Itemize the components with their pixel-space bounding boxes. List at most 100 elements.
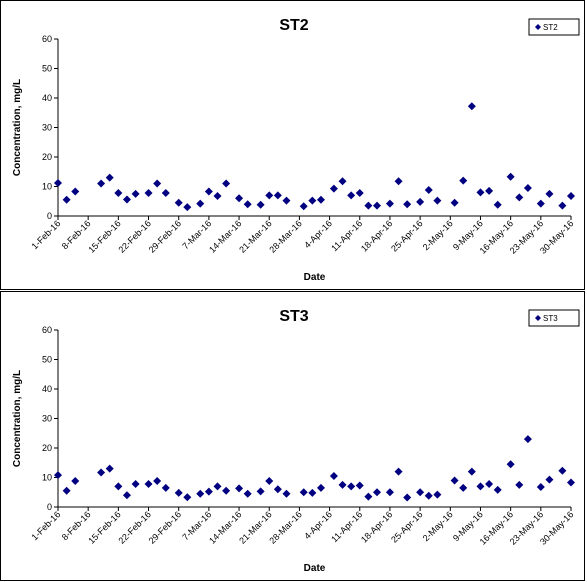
data-point: [71, 187, 80, 196]
chart-title: ST3: [279, 308, 308, 325]
st2-chart-panel: ST2 0 10 20 30 40 50 60 1-Feb-16 8-Feb-16 15-Feb-1…: [0, 0, 585, 290]
data-point: [71, 477, 80, 486]
data-point: [493, 200, 502, 209]
data-point: [122, 195, 131, 204]
x-axis-label: Date: [304, 563, 326, 574]
y-tick-label: 20: [42, 152, 52, 162]
data-point: [204, 187, 213, 196]
data-point: [364, 492, 373, 501]
data-point: [308, 488, 317, 497]
data-point: [222, 486, 231, 495]
legend-box: [528, 18, 580, 36]
data-point: [131, 479, 140, 488]
x-tick-label: 2-May-16: [421, 218, 455, 252]
data-point: [515, 193, 524, 202]
y-tick-label: 40: [42, 384, 52, 394]
data-point: [144, 188, 153, 197]
y-axis-label: Concentration, mg/L: [12, 370, 23, 467]
data-point: [308, 196, 317, 205]
y-tick-label: 30: [42, 123, 52, 133]
data-point: [256, 487, 265, 496]
y-axis-label: Concentration, mg/L: [12, 79, 23, 176]
legend-label: ST3: [543, 314, 558, 323]
data-point: [97, 468, 106, 477]
data-point: [114, 188, 123, 197]
x-tick-label: 2-May-16: [421, 509, 455, 543]
data-point: [213, 191, 222, 200]
data-point: [433, 196, 442, 205]
data-point: [403, 493, 412, 502]
data-point: [144, 479, 153, 488]
chart-title: ST2: [279, 17, 308, 34]
data-point: [416, 197, 425, 206]
data-point: [122, 491, 131, 500]
data-point: [153, 179, 162, 188]
data-point: [161, 483, 170, 492]
data-point: [536, 482, 545, 491]
data-point: [459, 176, 468, 185]
y-tick-label: 0: [47, 502, 52, 512]
data-point: [558, 466, 567, 475]
data-point: [536, 199, 545, 208]
data-point: [355, 188, 364, 197]
data-point: [183, 203, 192, 212]
y-tick-label: 10: [42, 473, 52, 483]
data-point: [416, 488, 425, 497]
data-point: [196, 199, 205, 208]
data-point: [506, 172, 515, 181]
data-point: [243, 200, 252, 209]
data-point: [105, 173, 114, 182]
data-point: [506, 460, 515, 469]
data-point: [299, 202, 308, 211]
data-point: [493, 485, 502, 494]
data-point: [394, 177, 403, 186]
data-point: [567, 191, 575, 200]
data-point: [347, 482, 356, 491]
data-point: [282, 196, 291, 205]
data-point: [373, 201, 382, 210]
data-point: [567, 478, 575, 487]
y-tick-label: 50: [42, 64, 52, 74]
data-point: [54, 471, 62, 480]
data-point: [299, 488, 308, 497]
data-point: [273, 485, 282, 494]
data-point: [153, 477, 162, 486]
data-point: [364, 201, 373, 210]
y-tick-label: 10: [42, 182, 52, 192]
st2-chart: ST201020304050601-Feb-168-Feb-1615-Feb-1…: [12, 17, 580, 283]
x-tick-label: 25-Apr-16: [389, 218, 424, 253]
x-tick-label: 1-Feb-16: [30, 218, 63, 251]
y-tick-label: 20: [42, 443, 52, 453]
legend-label: ST2: [543, 23, 558, 32]
data-point: [282, 489, 291, 498]
data-point: [265, 477, 274, 486]
data-point: [433, 490, 442, 499]
data-point: [459, 483, 468, 492]
x-tick-label: 1-Feb-16: [30, 509, 63, 542]
data-point: [467, 467, 476, 476]
data-point: [347, 191, 356, 200]
y-tick-label: 60: [42, 34, 52, 44]
data-point: [545, 189, 554, 198]
x-tick-label: 28-Mar-16: [267, 218, 303, 254]
data-point: [558, 201, 567, 210]
data-point: [485, 479, 494, 488]
data-point: [523, 435, 532, 444]
data-point: [243, 489, 252, 498]
data-point: [329, 472, 338, 481]
x-tick-label: 25-Apr-16: [389, 509, 424, 544]
data-point: [213, 482, 222, 491]
x-tick-label: 29-Feb-16: [147, 509, 183, 545]
data-point: [62, 195, 71, 204]
data-point: [114, 482, 123, 491]
data-point: [54, 178, 62, 187]
data-point: [450, 476, 459, 485]
x-tick-label: 28-Mar-16: [267, 509, 303, 545]
x-tick-label: 18-Apr-16: [359, 218, 394, 253]
data-point: [204, 487, 213, 496]
data-point: [403, 200, 412, 209]
data-point: [515, 480, 524, 489]
st3-chart: ST301020304050601-Feb-168-Feb-1615-Feb-1…: [12, 308, 580, 574]
y-tick-label: 0: [47, 211, 52, 221]
y-tick-label: 30: [42, 414, 52, 424]
